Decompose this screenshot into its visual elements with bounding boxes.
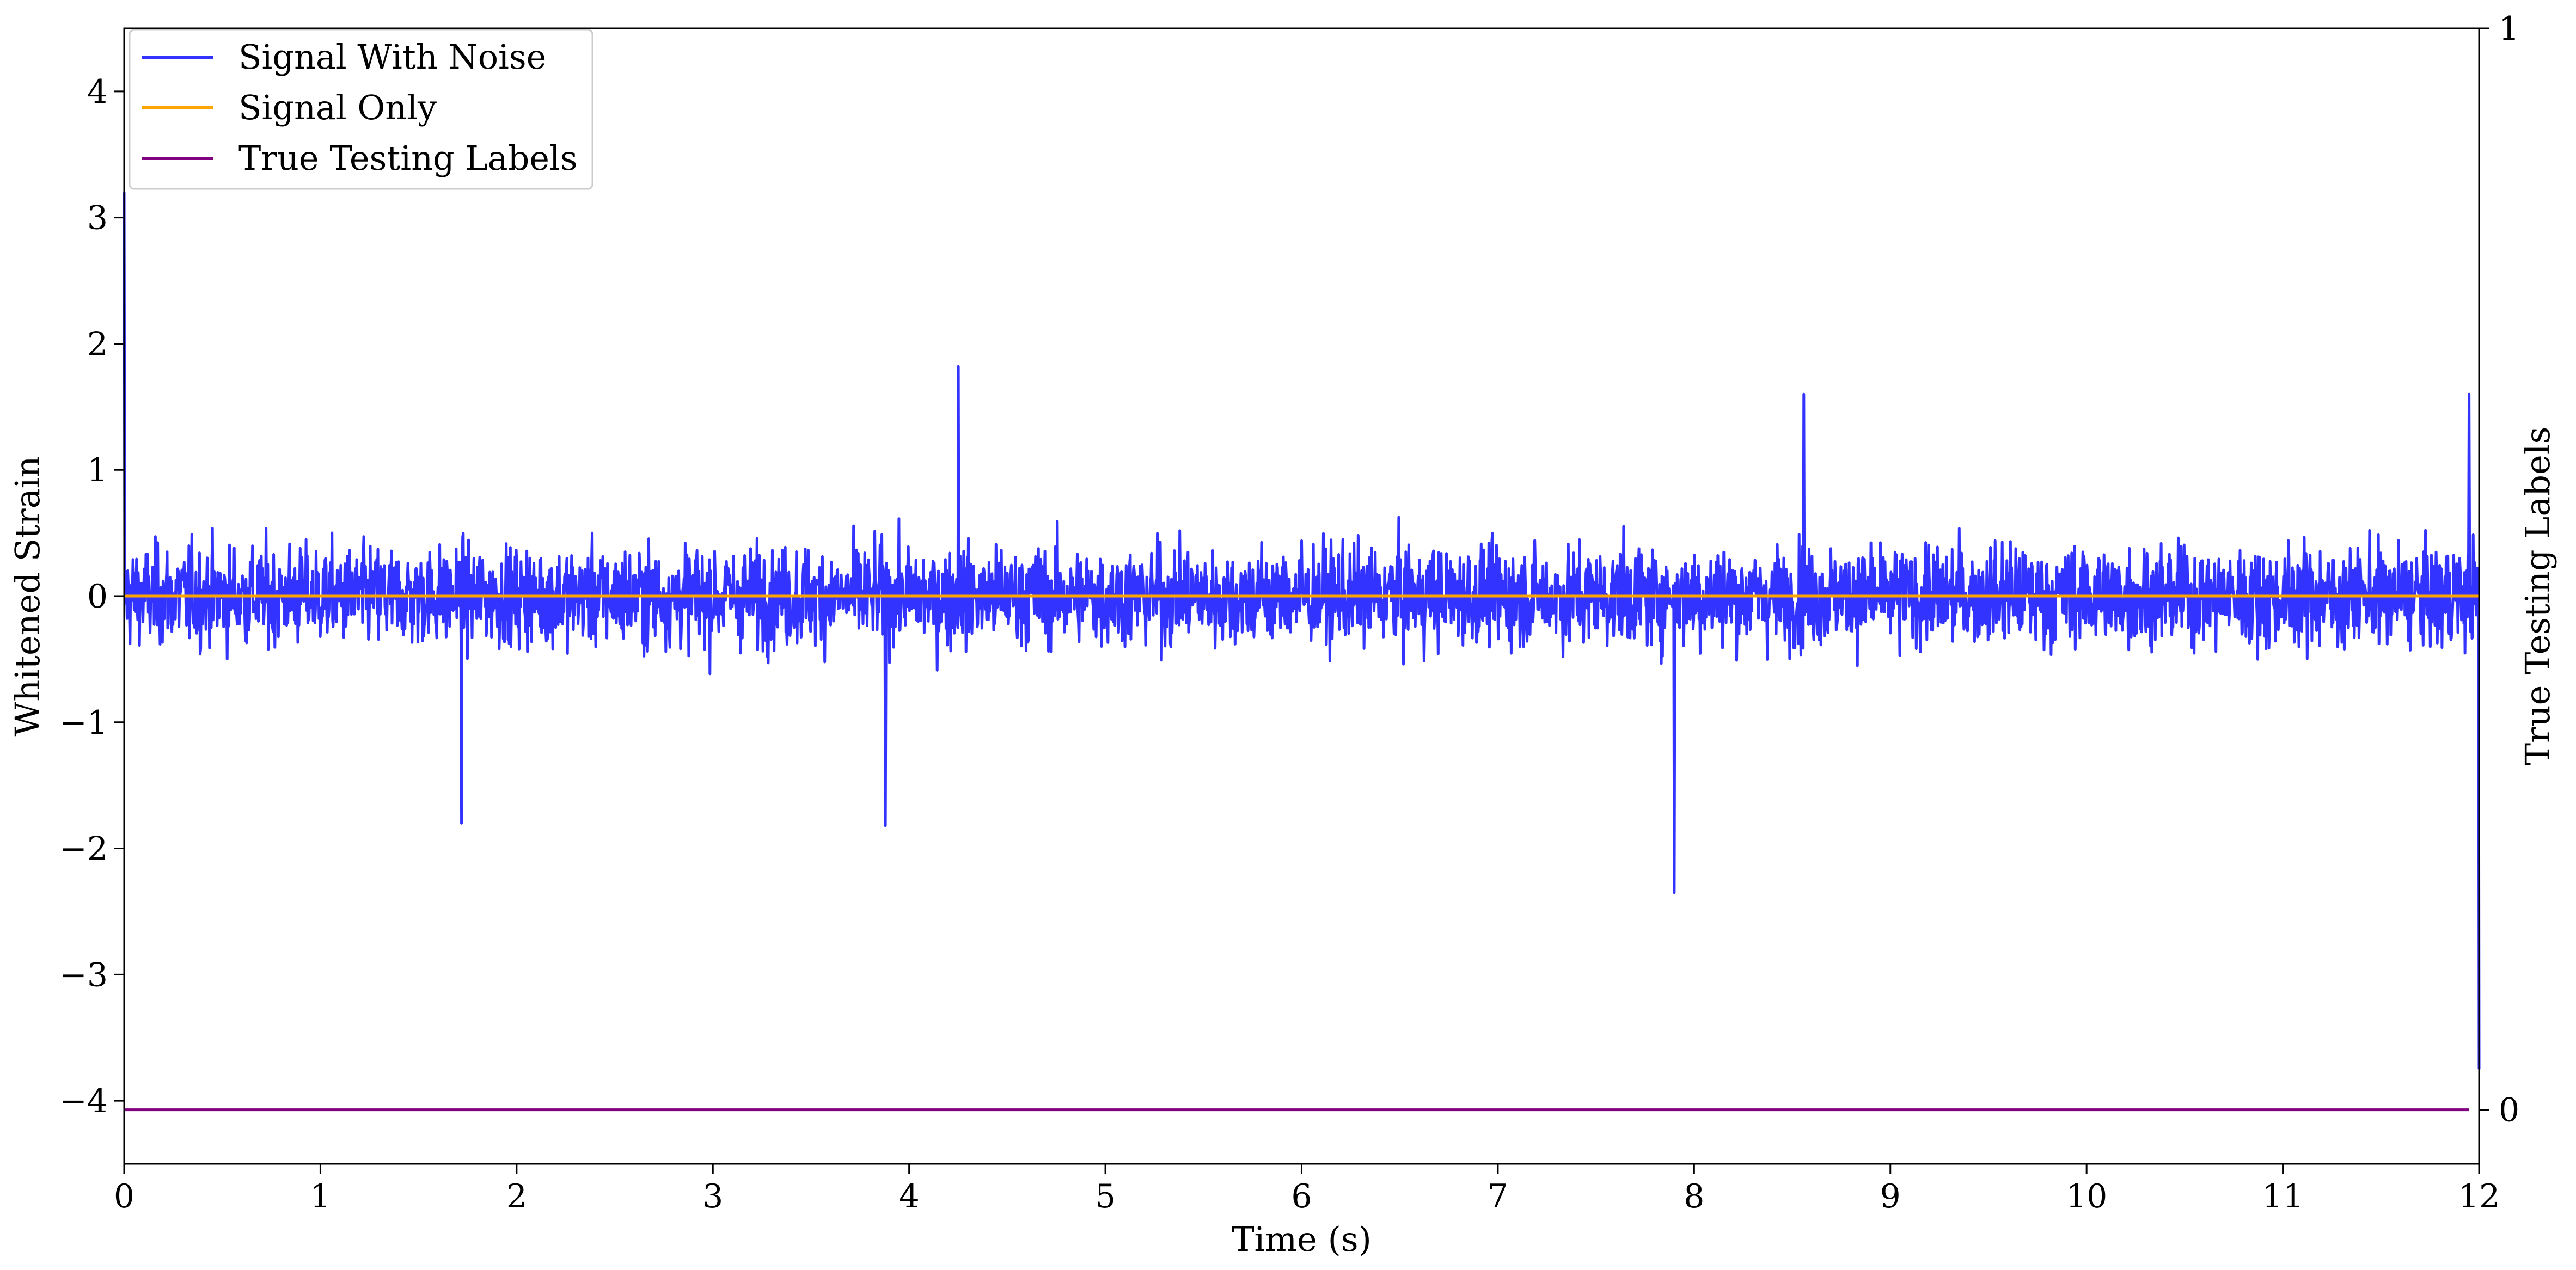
x-tick-label: 11 [2262,1177,2303,1216]
x-tick-label: 3 [702,1177,723,1216]
y2-tick-label: 1 [2499,10,2519,48]
plot-series [123,192,2481,1112]
y2-axis: 01 [2479,10,2519,1130]
x-axis-label: Time (s) [1232,1219,1372,1259]
y-tick-label: −3 [60,956,108,994]
x-tick-label: 10 [2066,1177,2107,1216]
y-tick-label: −4 [60,1082,108,1120]
legend-box [129,29,593,190]
y-tick-label: 4 [87,73,108,111]
x-tick-label: 1 [310,1177,331,1216]
y2-axis-label: True Testing Labels [2518,427,2557,766]
x-tick-label: 5 [1095,1177,1116,1216]
y-axis-label: Whitened Strain [8,456,47,737]
legend-label-true-testing-labels: True Testing Labels [238,138,578,178]
legend: Signal With Noise Signal Only True Testi… [129,29,593,190]
x-tick-label: 12 [2458,1177,2500,1216]
legend-label-signal-only: Signal Only [238,88,437,127]
x-tick-label: 2 [506,1177,527,1216]
y2-tick-label: 0 [2499,1091,2519,1130]
y-axis: −4 −3 −2 −1 0 1 2 3 4 [60,73,124,1120]
x-tick-label: 6 [1291,1177,1312,1216]
y-tick-label: 2 [87,325,108,363]
x-tick-label: 0 [114,1177,134,1216]
y-tick-label: −1 [60,704,108,742]
x-tick-label: 7 [1488,1177,1508,1216]
y-tick-label: 1 [87,451,108,489]
legend-label-signal-with-noise: Signal With Noise [238,37,546,77]
series-signal-with-noise [123,192,2481,1070]
x-tick-label: 8 [1684,1177,1704,1216]
x-axis: 0 1 2 3 4 5 6 7 8 9 10 11 12 [114,1164,2500,1216]
y-tick-label: 3 [87,199,108,237]
y-tick-label: 0 [87,578,108,616]
x-tick-label: 9 [1880,1177,1901,1216]
x-tick-label: 4 [899,1177,920,1216]
y-tick-label: −2 [60,830,108,868]
